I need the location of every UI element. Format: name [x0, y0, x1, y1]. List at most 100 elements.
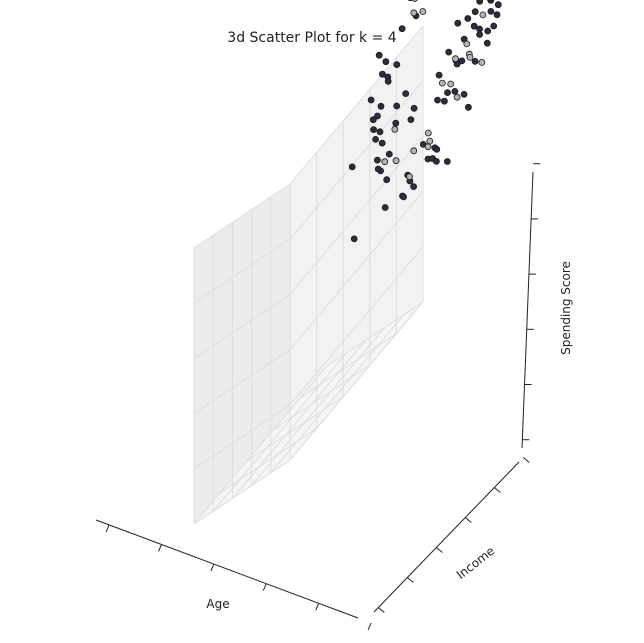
back-pane	[290, 26, 423, 460]
x-axis-line	[95, 519, 359, 619]
dark-point	[476, 0, 484, 5]
light-point	[410, 147, 418, 155]
dark-point	[372, 135, 380, 143]
grid-line	[289, 301, 424, 461]
dark-point	[348, 163, 356, 171]
light-point	[447, 80, 455, 88]
grid-line	[289, 136, 424, 295]
data-points	[348, 0, 502, 243]
light-point	[426, 137, 434, 145]
dark-point	[384, 78, 392, 85]
light-point	[463, 40, 471, 48]
x-axis-label: Age	[206, 597, 229, 611]
dark-point	[493, 11, 501, 19]
dark-point	[381, 204, 389, 211]
grid-line	[289, 80, 424, 240]
light-point	[478, 59, 486, 66]
dark-point	[370, 126, 378, 134]
y-tick	[494, 487, 501, 493]
dark-point	[454, 19, 462, 27]
dark-point	[471, 58, 479, 65]
chart-title: 3d Scatter Plot for k = 4	[227, 30, 396, 46]
dark-point	[376, 128, 384, 136]
grid-line	[326, 301, 424, 367]
dark-point	[458, 57, 466, 65]
grid-line	[289, 246, 424, 406]
grid-line	[193, 459, 291, 525]
dark-point	[373, 156, 381, 164]
dark-point	[444, 89, 451, 96]
dark-point	[410, 183, 418, 191]
light-point	[479, 11, 487, 19]
y-tick	[407, 577, 414, 583]
light-point	[411, 0, 418, 2]
y-tick	[523, 457, 530, 463]
y-tick	[378, 607, 385, 613]
dark-point	[402, 90, 410, 97]
grid-line	[193, 404, 291, 470]
grid-line	[193, 293, 291, 359]
grid-line	[212, 352, 347, 512]
dark-point	[471, 8, 479, 16]
dark-point	[374, 112, 381, 120]
dark-point	[484, 27, 492, 35]
grid-lines	[193, 25, 424, 525]
light-point	[466, 54, 474, 61]
dark-point	[433, 145, 441, 153]
dark-point	[435, 71, 443, 79]
y-tick	[465, 517, 472, 523]
dark-point	[393, 61, 401, 68]
light-point	[424, 129, 432, 137]
dark-point	[443, 158, 451, 165]
light-point	[392, 157, 400, 165]
light-point	[419, 8, 427, 15]
light-point	[452, 55, 459, 63]
dark-point	[378, 139, 386, 147]
grid-line	[193, 349, 291, 415]
grid-line	[232, 340, 366, 499]
dark-point	[377, 102, 385, 110]
dark-point	[400, 193, 408, 201]
dark-point	[490, 22, 498, 30]
grid-line	[289, 191, 424, 350]
dark-point	[464, 15, 472, 22]
grid-line	[300, 333, 397, 399]
light-point	[391, 125, 399, 133]
dark-point	[440, 97, 448, 105]
x-tick	[367, 622, 372, 631]
dark-point	[382, 58, 390, 66]
dark-point	[375, 51, 383, 59]
grid-line	[246, 396, 344, 462]
light-point	[453, 93, 461, 101]
axis-lines	[95, 163, 541, 631]
dark-point	[369, 116, 377, 124]
dark-point	[432, 157, 440, 165]
light-point	[424, 143, 432, 151]
dark-point	[407, 116, 415, 123]
grid-line	[270, 314, 405, 474]
y-tick	[436, 547, 443, 553]
dark-point	[410, 104, 418, 112]
x-tick	[105, 524, 110, 533]
dark-point	[374, 165, 382, 173]
light-point	[410, 9, 418, 17]
dark-point	[367, 96, 375, 104]
y-axis-line	[373, 461, 520, 613]
grid-line	[273, 364, 371, 430]
dark-point	[451, 88, 459, 95]
dark-point	[483, 39, 491, 47]
dark-point	[434, 96, 441, 104]
grid-line	[220, 427, 317, 493]
dark-point	[464, 103, 472, 111]
dark-point	[393, 102, 401, 110]
dark-point	[383, 176, 391, 184]
dark-point	[470, 22, 478, 30]
dark-point	[398, 25, 406, 33]
x-tick	[315, 603, 320, 611]
z-axis-line	[521, 171, 534, 449]
grid-line	[193, 183, 291, 249]
x-tick	[210, 563, 215, 572]
grid-line	[193, 238, 291, 304]
dark-point	[494, 1, 502, 9]
